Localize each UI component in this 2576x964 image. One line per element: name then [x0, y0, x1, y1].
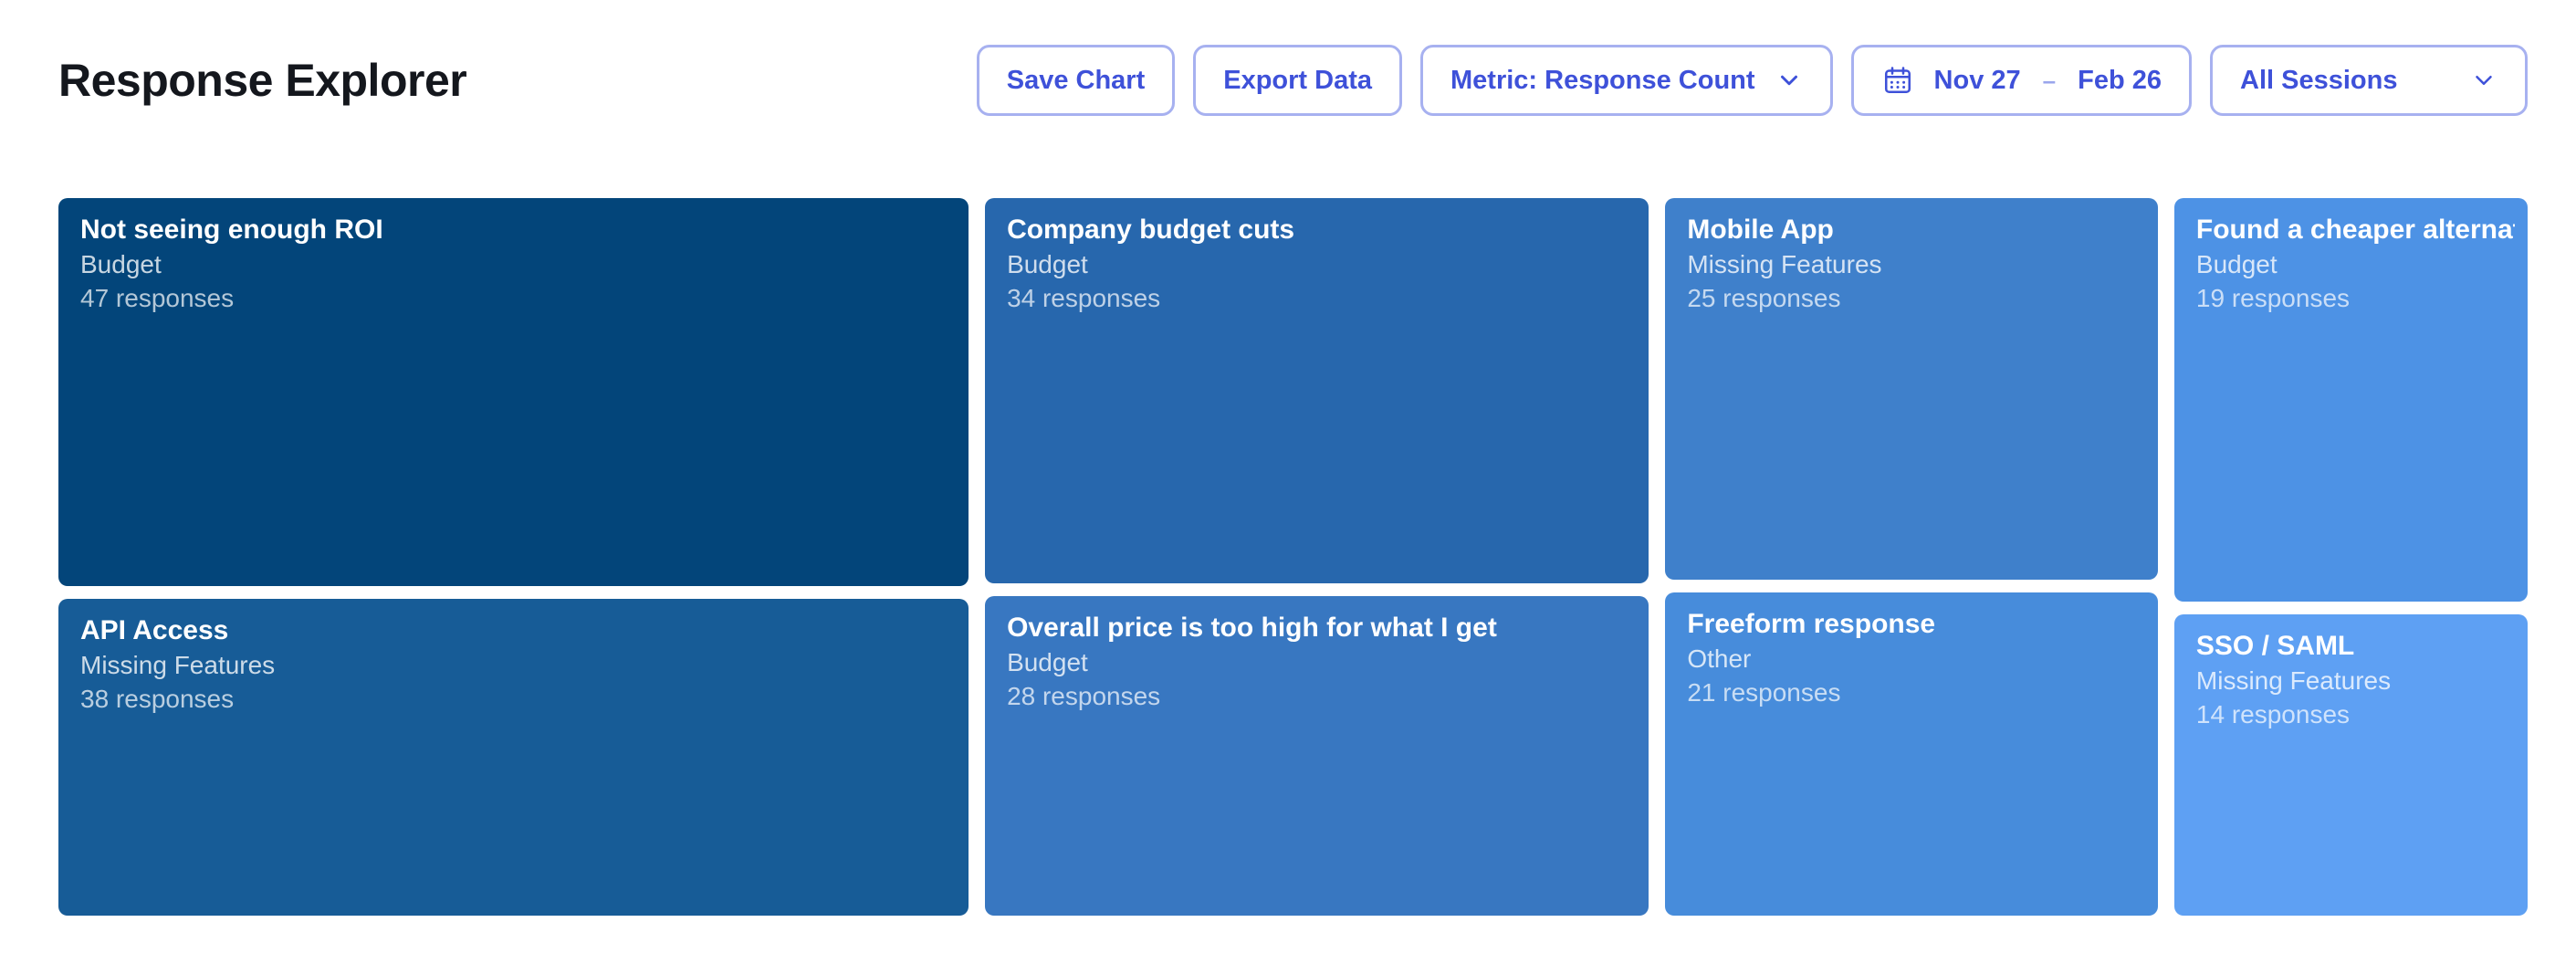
tile-category: Missing Features	[80, 651, 276, 680]
tile-label: Overall price is too high for what I get	[1007, 612, 1497, 643]
export-data-label: Export Data	[1223, 65, 1373, 95]
treemap-tile-found-cheaper-alternative[interactable]: Found a cheaper alternative Budget 19 re…	[2173, 198, 2528, 602]
tile-response-count: 19 responses	[2195, 284, 2351, 312]
save-chart-button[interactable]: Save Chart	[976, 45, 1176, 116]
metric-dropdown[interactable]: Metric: Response Count	[1420, 45, 1833, 116]
tile-label: Company budget cuts	[1007, 215, 1295, 245]
tile-label: Mobile App	[1687, 215, 1834, 245]
treemap-tile-overall-price-too-high[interactable]: Overall price is too high for what I get…	[985, 595, 1649, 916]
tile-response-count: 28 responses	[1007, 681, 1161, 710]
tile-response-count: 14 responses	[2195, 700, 2351, 729]
date-range-separator: –	[2042, 66, 2057, 94]
treemap-tile-company-budget-cuts[interactable]: Company budget cuts Budget 34 responses	[985, 198, 1649, 583]
tile-category: Budget	[2195, 250, 2278, 278]
tile-response-count: 34 responses	[1007, 284, 1161, 312]
tile-category: Missing Features	[2195, 666, 2392, 696]
metric-label: Metric: Response Count	[1450, 65, 1755, 95]
tile-response-count: 47 responses	[80, 284, 235, 312]
header-actions: Save Chart Export Data Metric: Response …	[976, 45, 2528, 116]
tile-response-count: 25 responses	[1687, 284, 1841, 312]
tile-category: Budget	[80, 250, 162, 278]
treemap-tile-sso-saml[interactable]: SSO / SAML Missing Features 14 responses	[2173, 614, 2528, 916]
tile-category: Budget	[1007, 647, 1088, 676]
tile-category: Budget	[1007, 250, 1088, 278]
treemap-tile-not-seeing-enough-roi[interactable]: Not seeing enough ROI Budget 47 response…	[58, 198, 969, 587]
tile-label: SSO / SAML	[2195, 631, 2355, 662]
chevron-down-icon	[1775, 67, 1803, 94]
treemap-column: Not seeing enough ROI Budget 47 response…	[58, 198, 969, 916]
date-range-picker[interactable]: Nov 27 – Feb 26	[1850, 45, 2192, 116]
tile-label: Found a cheaper alternative	[2195, 215, 2515, 245]
tile-category: Other	[1687, 644, 1752, 674]
page-header: Response Explorer Save Chart Export Data…	[0, 0, 2576, 119]
tile-label: API Access	[80, 615, 229, 646]
treemap-tile-freeform-response[interactable]: Freeform response Other 21 responses	[1665, 592, 2158, 916]
treemap-tile-mobile-app[interactable]: Mobile App Missing Features 25 responses	[1665, 198, 2158, 581]
tile-label: Freeform response	[1687, 609, 1936, 640]
treemap-column: Company budget cuts Budget 34 responses …	[985, 198, 1649, 916]
treemap-column: Mobile App Missing Features 25 responses…	[1665, 198, 2158, 916]
treemap-chart: Not seeing enough ROI Budget 47 response…	[58, 198, 2528, 916]
date-range-end: Feb 26	[2078, 65, 2162, 95]
date-range-start: Nov 27	[1933, 65, 2021, 95]
treemap-column: Found a cheaper alternative Budget 19 re…	[2173, 198, 2528, 916]
sessions-label: All Sessions	[2240, 65, 2398, 95]
treemap-tile-api-access[interactable]: API Access Missing Features 38 responses	[58, 599, 969, 916]
page-title: Response Explorer	[58, 55, 467, 106]
tile-category: Missing Features	[1687, 250, 1882, 278]
tile-label: Not seeing enough ROI	[80, 215, 383, 245]
calendar-icon	[1881, 64, 1914, 97]
tile-response-count: 38 responses	[80, 685, 235, 714]
export-data-button[interactable]: Export Data	[1193, 45, 1403, 116]
chevron-down-icon	[2470, 67, 2497, 94]
sessions-dropdown[interactable]: All Sessions	[2210, 45, 2528, 116]
tile-response-count: 21 responses	[1687, 678, 1841, 707]
save-chart-label: Save Chart	[1006, 65, 1146, 95]
